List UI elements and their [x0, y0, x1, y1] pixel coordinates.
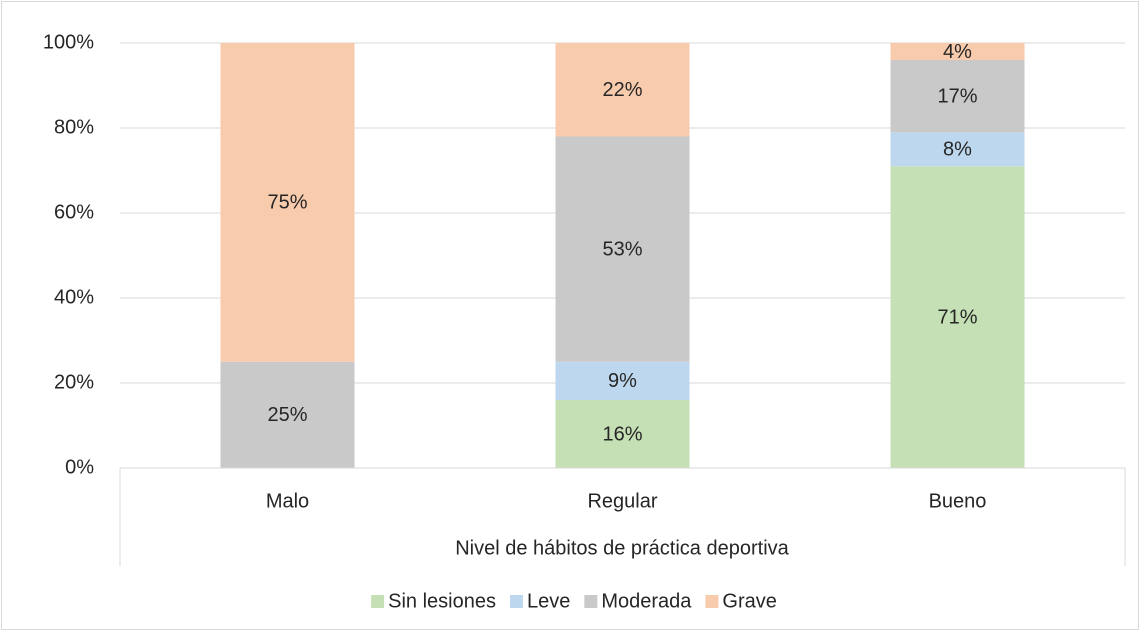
bar-segment [555, 361, 690, 400]
data-label: 75% [267, 192, 307, 214]
bar-segment [555, 136, 690, 362]
legend-swatch [584, 595, 598, 608]
data-label: 53% [602, 238, 642, 260]
legend-label: Moderada [601, 590, 692, 612]
bar-segment [890, 60, 1025, 133]
legend-label: Leve [527, 590, 570, 612]
y-tick-label: 80% [54, 116, 94, 138]
bar-segment [890, 132, 1025, 167]
bar-segment [890, 166, 1025, 468]
data-label: 22% [602, 79, 642, 101]
data-label: 9% [608, 370, 637, 392]
data-label: 71% [937, 306, 977, 328]
x-tick-label: Regular [587, 490, 657, 512]
x-axis-title: Nivel de hábitos de práctica deportiva [455, 537, 789, 559]
legend-swatch [509, 595, 523, 608]
y-tick-label: 0% [65, 456, 94, 478]
legend-swatch [371, 595, 385, 608]
data-label: 8% [943, 139, 972, 161]
data-label: 4% [943, 41, 972, 63]
bar-segment [555, 43, 690, 137]
bar-segment [890, 43, 1025, 60]
bar-segment [220, 361, 355, 468]
data-label: 25% [267, 404, 307, 426]
legend-label: Grave [722, 590, 776, 612]
bar-segment [555, 400, 690, 468]
y-tick-label: 100% [43, 31, 94, 53]
y-tick-label: 20% [54, 371, 94, 393]
x-tick-label: Malo [266, 490, 309, 512]
data-label: 17% [937, 85, 977, 107]
y-tick-label: 60% [54, 201, 94, 223]
legend-swatch [705, 595, 719, 608]
legend-label: Sin lesiones [388, 590, 496, 612]
data-label: 16% [602, 423, 642, 445]
bar-segment [220, 43, 355, 362]
x-tick-label: Bueno [929, 490, 987, 512]
y-tick-label: 40% [54, 286, 94, 308]
